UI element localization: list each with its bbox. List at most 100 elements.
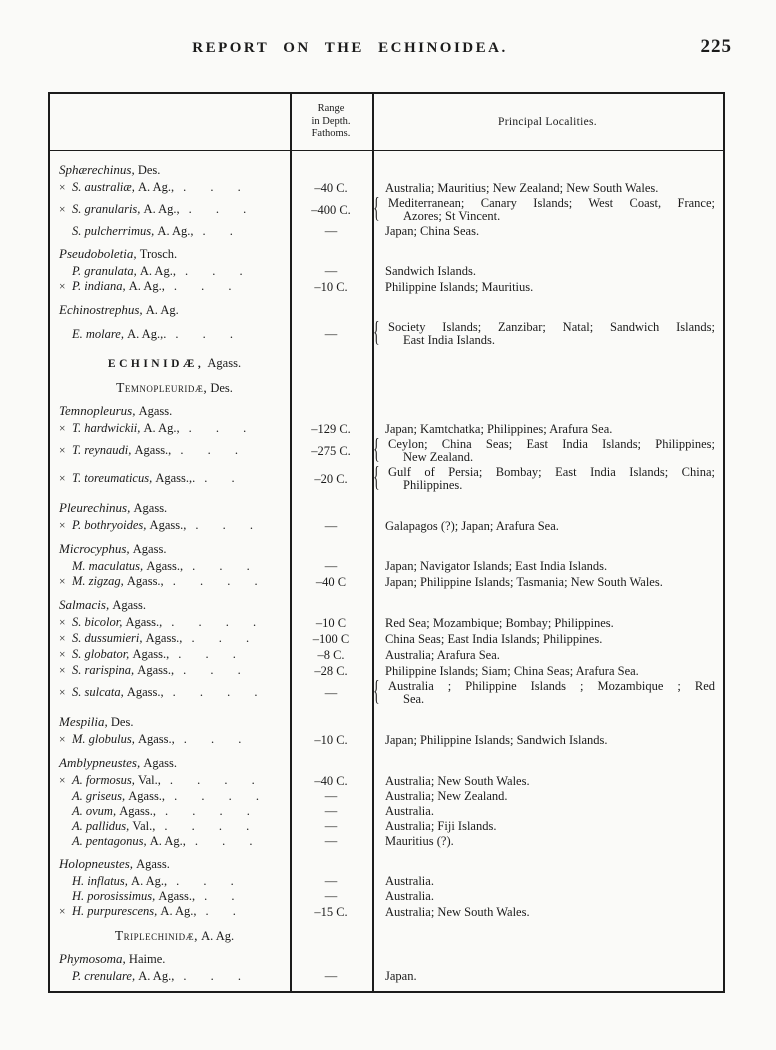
species-row: × S. australiæ, A. Ag., . . . –40 C. Austral… xyxy=(50,181,723,195)
species-authority: Agass.,. xyxy=(152,471,196,485)
family-row: Triplechinidæ, A. Ag. xyxy=(50,929,723,943)
locality-line: Australia. xyxy=(385,889,434,903)
cross-marker: × xyxy=(59,423,66,435)
family-authority: Agass. xyxy=(204,356,242,370)
localities-cell: Australia; New South Wales. xyxy=(372,905,723,919)
species-row: × M. globulus, Agass., . . . –10 C. Japan; P… xyxy=(50,733,723,747)
species-authority: A. Ag., xyxy=(140,421,180,435)
family-name: Triplechinidæ, xyxy=(114,928,198,943)
name-cell: × S. granularis, A. Ag., . . . xyxy=(50,203,290,217)
name-cell: Holopneustes, Agass. xyxy=(50,857,290,871)
brace-glyph: { xyxy=(373,678,380,708)
species-row: × T. toreumaticus, Agass.,. . . –20 C. {Gulf… xyxy=(50,465,723,493)
species-row: × M. zigzag, Agass., . . . . –40 C Japan; Ph… xyxy=(50,575,723,589)
species-name: P. indiana, xyxy=(72,279,126,293)
species-authority: A. Ag., xyxy=(146,834,186,848)
name-cell: A. griseus, Agass., . . . . xyxy=(50,790,290,803)
locality-line: Australia; Mauritius; New Zealand; New S… xyxy=(385,180,659,195)
leader-dots: . . . . xyxy=(174,789,260,803)
name-cell: × P. bothryoides, Agass., . . . xyxy=(50,519,290,533)
leader-dots: . . . xyxy=(178,647,237,661)
localities-cell: Philippine Islands; Mauritius. xyxy=(372,279,723,294)
localities-cell: Australia. xyxy=(372,890,723,903)
name-cell: × S. bicolor, Agass., . . . . xyxy=(50,616,290,630)
genus-name: Temnopleurus, xyxy=(59,403,136,418)
species-authority: Agass., xyxy=(116,804,157,818)
family-row: ECHINIDÆ, Agass. xyxy=(50,357,723,371)
species-authority: A. Ag., xyxy=(135,969,175,983)
species-row: H. porosissimus, Agass., . . — Australia. xyxy=(50,890,723,903)
species-row: × S. sulcata, Agass., . . . . — {Australia ;… xyxy=(50,678,723,708)
name-cell: Triplechinidæ, A. Ag. xyxy=(50,929,290,943)
species-name: H. purpurescens, xyxy=(72,904,158,918)
species-name: E. molare, xyxy=(72,326,124,341)
species-name: M. maculatus, xyxy=(72,559,144,573)
species-name: S. pulcherrimus, xyxy=(72,224,155,238)
localities-cell: Philippine Islands; Siam; China Seas; Ar… xyxy=(372,664,723,678)
name-cell: Temnopleurus, Agass. xyxy=(50,404,290,418)
species-row: A. pallidus, Val., . . . . — Australia; Fij… xyxy=(50,820,723,833)
species-row: A. griseus, Agass., . . . . — Australia; Ne… xyxy=(50,790,723,803)
header-depth-line: Range xyxy=(317,103,345,115)
genus-authority: Haime. xyxy=(125,952,166,966)
locality-line: Red Sea; Mozambique; Bombay; Philippines… xyxy=(385,615,614,630)
name-cell: × M. globulus, Agass., . . . xyxy=(50,733,290,747)
leader-dots: . . . . xyxy=(165,804,251,818)
depth-value: –400 C. xyxy=(311,202,351,217)
locality-line: Australia. xyxy=(385,874,434,888)
genus-name: Phymosoma, xyxy=(59,951,126,966)
genus-authority: Des. xyxy=(107,715,134,729)
species-name: A. ovum, xyxy=(72,804,117,818)
cross-marker: × xyxy=(59,665,66,677)
species-authority: Agass., xyxy=(146,518,187,532)
localities-cell: Japan; Philippine Islands; Tasmania; New… xyxy=(372,575,723,589)
localities-cell: Galapagos (?); Japan; Arafura Sea. xyxy=(372,518,723,533)
species-row: A. ovum, Agass., . . . . — Australia. xyxy=(50,805,723,818)
localities-cell: {Australia ; Philippine Islands ; Mozamb… xyxy=(372,678,723,708)
species-name: P. crenulare, xyxy=(72,969,136,983)
name-cell: ECHINIDÆ, Agass. xyxy=(50,357,290,371)
species-name: A. pallidus, xyxy=(72,819,130,833)
name-cell: A. pallidus, Val., . . . . xyxy=(50,820,290,833)
species-name: H. inflatus, xyxy=(72,874,128,888)
depth-value: –275 C. xyxy=(311,443,351,458)
species-authority: Agass., xyxy=(122,615,163,629)
species-row: × S. granularis, A. Ag., . . . –400 C. {Medi… xyxy=(50,196,723,224)
genus-row: Sphærechinus, Des. xyxy=(50,163,723,177)
leader-dots: . . . xyxy=(183,732,243,746)
localities-cell: Red Sea; Mozambique; Bombay; Philippines… xyxy=(372,615,723,630)
species-row: A. pentagonus, A. Ag., . . . — Mauritius (?… xyxy=(50,835,723,848)
species-row: × P. indiana, A. Ag., . . . –10 C. Philippin… xyxy=(50,280,723,294)
leader-dots: . . . xyxy=(195,518,254,532)
leader-dots: . . . xyxy=(194,834,254,848)
species-authority: Agass., xyxy=(134,732,175,746)
localities-cell: Australia; Arafura Sea. xyxy=(372,648,723,662)
species-authority: Agass., xyxy=(129,647,170,661)
family-heading: Triplechinidæ, A. Ag. xyxy=(59,929,290,943)
genus-name: Pleurechinus, xyxy=(59,500,131,515)
depth-value: –10 C. xyxy=(314,732,348,747)
name-cell: Echinostrephus, A. Ag. xyxy=(50,303,290,317)
species-name: P. bothryoides, xyxy=(72,518,147,532)
species-name: P. granulata, xyxy=(72,264,137,278)
name-cell: × T. hardwickii, A. Ag., . . . xyxy=(50,422,290,436)
name-cell: A. pentagonus, A. Ag., . . . xyxy=(50,835,290,848)
species-row: × T. hardwickii, A. Ag., . . . –129 C. Japan… xyxy=(50,422,723,436)
leader-dots: . . . xyxy=(183,969,242,983)
leader-dots: . . . . xyxy=(169,773,256,787)
locality-line: Philippine Islands; Mauritius. xyxy=(385,279,534,294)
locality-line: Galapagos (?); Japan; Arafura Sea. xyxy=(385,518,559,533)
cross-marker: × xyxy=(59,775,66,787)
genus-authority: Trosch. xyxy=(136,247,178,261)
leader-dots: . . . xyxy=(183,180,242,194)
depth-value: — xyxy=(324,224,338,238)
genus-row: Pleurechinus, Agass. xyxy=(50,501,723,515)
family-heading: ECHINIDÆ, Agass. xyxy=(59,357,290,371)
leader-dots: . . xyxy=(205,904,237,918)
localities-cell: Australia. xyxy=(372,875,723,888)
name-cell: × T. reynaudi, Agass., . . . xyxy=(50,444,290,458)
locality-line: Japan; Kamtchatka; Philippines; Arafura … xyxy=(385,421,613,436)
depth-value: — xyxy=(324,326,338,341)
header-depth-line: Fathoms. xyxy=(311,128,351,140)
species-authority: Agass., xyxy=(155,889,196,903)
